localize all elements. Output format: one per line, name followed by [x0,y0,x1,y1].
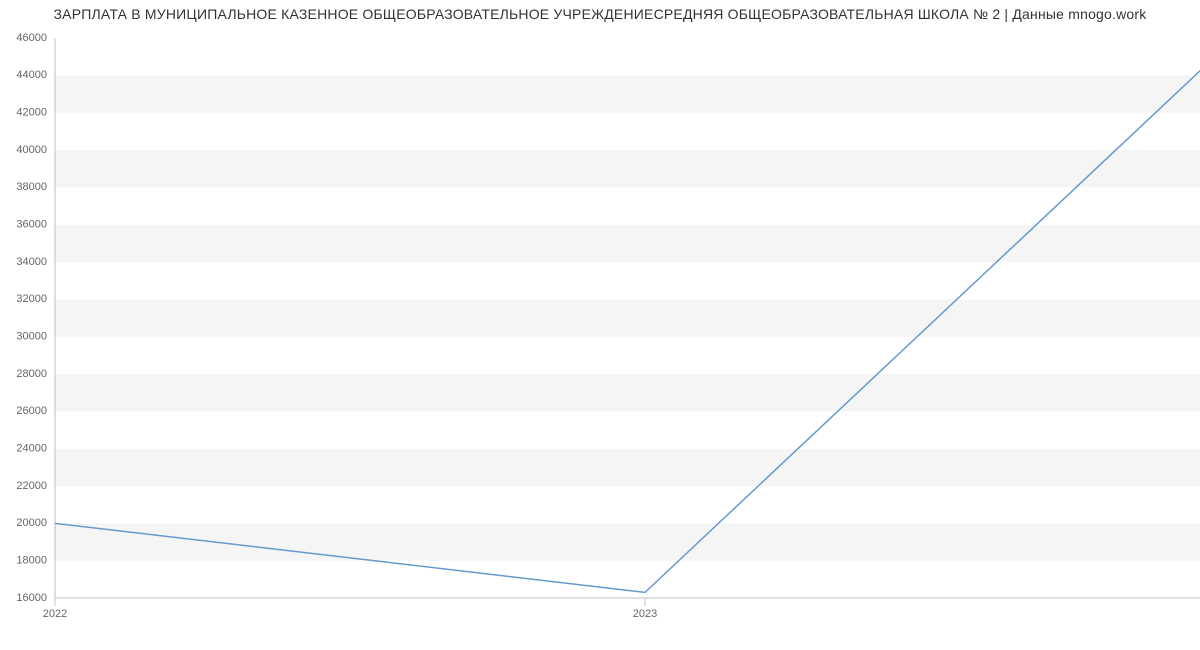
grid-band [55,523,1200,560]
grid-band [55,225,1200,262]
y-tick-label: 20000 [16,517,47,529]
y-tick-label: 28000 [16,368,47,380]
y-tick-label: 42000 [16,107,47,119]
grid-band [55,150,1200,187]
y-tick-label: 36000 [16,219,47,231]
y-tick-label: 38000 [16,181,47,193]
grid-band [55,374,1200,411]
x-tick-label: 2023 [633,608,657,620]
y-tick-label: 30000 [16,331,47,343]
x-tick-label: 2022 [43,608,67,620]
y-tick-label: 32000 [16,293,47,305]
chart-svg: 16000 18000 20000 22000 24000 26000 28000 30000… [0,0,1200,650]
grid-band [55,75,1200,112]
y-tick-label: 44000 [16,69,47,81]
y-tick-label: 22000 [16,480,47,492]
y-tick-label: 26000 [16,405,47,417]
y-tick-label: 46000 [16,32,47,44]
y-tick-label: 34000 [16,256,47,268]
y-tick-label: 16000 [16,592,47,604]
y-tick-label: 18000 [16,555,47,567]
y-tick-label: 40000 [16,144,47,156]
y-tick-label: 24000 [16,443,47,455]
chart-container: 16000 18000 20000 22000 24000 26000 28000 30000… [0,0,1200,650]
grid-band [55,299,1200,336]
grid-band [55,449,1200,486]
